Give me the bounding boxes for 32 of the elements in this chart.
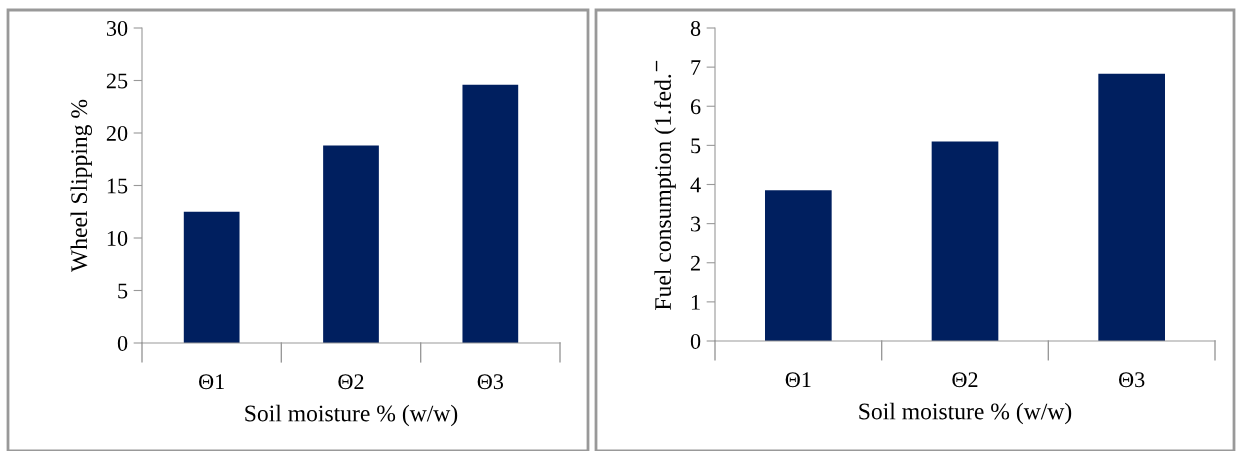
y-tick-label: 0: [690, 333, 701, 349]
y-tick-label: 5: [691, 138, 701, 154]
x-tick-label: Θ2: [952, 372, 978, 388]
x-axis-title: Soil moisture % (w/w): [245, 404, 458, 427]
y-axis-title: Wheel Slipping %: [70, 99, 92, 273]
y-tick-label: 0: [117, 335, 128, 351]
y-tick-label: 7: [691, 60, 701, 75]
bar: [462, 84, 519, 343]
x-tick-label: Θ3: [477, 374, 504, 390]
x-tick-label: Θ2: [338, 374, 364, 390]
x-tick-label: Θ3: [1119, 372, 1145, 388]
y-tick-label: 3: [691, 216, 701, 232]
y-tick-label: 6: [690, 99, 701, 115]
x-tick-label: Θ1: [785, 372, 811, 388]
y-tick-label: 4: [690, 177, 701, 193]
bar: [1098, 73, 1165, 341]
y-tick-label: 30: [106, 20, 128, 36]
x-axis-title: Soil moisture % (w/w): [859, 402, 1072, 425]
y-tick-label: 1: [691, 294, 700, 310]
y-tick-label: 15: [107, 178, 128, 194]
y-tick-label: 2: [690, 255, 700, 271]
y-tick-label: 5: [118, 283, 128, 299]
bar: [931, 141, 999, 341]
y-tick-label: 10: [107, 230, 128, 246]
y-axis-title: Fuel consumption (1.fed.$^{−}$: [654, 60, 676, 310]
y-tick-label: 20: [106, 125, 128, 141]
y-tick-label: 25: [106, 73, 128, 89]
bar: [183, 211, 240, 343]
bar: [765, 190, 832, 341]
y-tick-label: 8: [690, 20, 701, 36]
x-tick-label: Θ1: [199, 374, 224, 390]
bar: [323, 145, 379, 343]
